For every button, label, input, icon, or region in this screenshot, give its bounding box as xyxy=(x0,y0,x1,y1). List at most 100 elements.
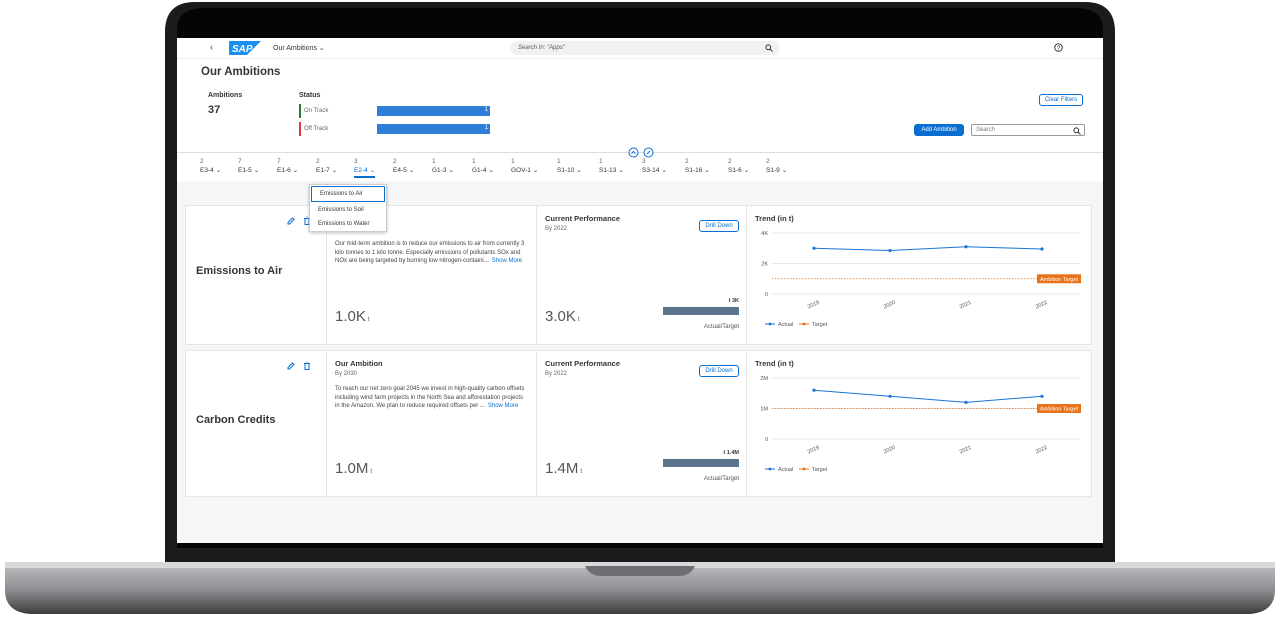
tab[interactable]: 1 S1-13 ⌄ xyxy=(599,158,624,174)
tab-label-row: GOV-1 ⌄ xyxy=(511,166,538,174)
clear-filters-button[interactable]: Clear Filters xyxy=(1039,94,1083,106)
actual-point xyxy=(812,246,816,250)
target-label-bg xyxy=(1037,404,1081,413)
ambition-text: To reach our net zero goal 2045 we inves… xyxy=(335,385,527,411)
legend-dot xyxy=(768,467,772,471)
tab-chevron: ⌄ xyxy=(661,167,667,174)
tab[interactable]: 1 GOV-1 ⌄ xyxy=(511,158,538,174)
screen: ‹ SAP Our Ambitions ⌄ Search In: "Apps" … xyxy=(177,38,1103,543)
tab-chevron: ⌄ xyxy=(369,167,376,174)
tab[interactable]: 1 S1-10 ⌄ xyxy=(557,158,582,174)
tab[interactable]: 2 E4-5 ⌄ xyxy=(393,158,414,174)
tab-label-row: S1-6 ⌄ xyxy=(728,166,749,174)
app-title: Our Ambitions xyxy=(273,45,317,52)
performance-value: 1.4M xyxy=(545,460,579,477)
edit-icon[interactable] xyxy=(287,362,295,370)
tab[interactable]: 3 E2-4 ⌄ xyxy=(354,158,376,178)
ambition-description: To reach our net zero goal 2045 we inves… xyxy=(335,386,525,409)
tab-chevron: ⌄ xyxy=(781,167,788,174)
actual-point xyxy=(812,388,816,392)
performance-column: Current Performance By 2022 Drill Down 1.4M… xyxy=(536,351,747,496)
page-title: Our Ambitions xyxy=(201,66,281,78)
help-icon[interactable]: ? xyxy=(1054,43,1063,52)
tab-label: S1-13 xyxy=(599,167,617,174)
tab-chevron: ⌄ xyxy=(618,167,624,174)
performance-bar xyxy=(663,307,739,315)
base-edge xyxy=(5,562,1275,568)
app-menu[interactable]: Our Ambitions ⌄ xyxy=(273,45,325,52)
tab[interactable]: 1 G1-4 ⌄ xyxy=(472,158,494,174)
filter-search[interactable]: Search xyxy=(971,124,1085,136)
status-indicator xyxy=(299,104,301,118)
tab[interactable]: 1 G1-3 ⌄ xyxy=(432,158,454,174)
delete-icon[interactable] xyxy=(304,361,310,370)
actual-point xyxy=(964,400,968,404)
dropdown-item[interactable]: Emissions to Water xyxy=(318,221,370,227)
performance-bar xyxy=(663,459,739,467)
tab-label-row: E1-6 ⌄ xyxy=(277,166,298,174)
search-field[interactable]: Search In: "Apps" xyxy=(510,41,780,55)
tab[interactable]: 2 S1-16 ⌄ xyxy=(685,158,710,174)
edit-icon[interactable] xyxy=(287,217,295,225)
tab-label: S1-9 xyxy=(766,167,780,174)
tab-label: S1-16 xyxy=(685,167,703,174)
tab-underline xyxy=(354,176,376,178)
legend-label: Target xyxy=(812,467,828,473)
dropdown-menu: Emissions to Air Emissions to Soil Emissio… xyxy=(309,184,387,232)
tab[interactable]: 7 E1-6 ⌄ xyxy=(277,158,298,174)
trend-title: Trend (in t) xyxy=(755,359,794,368)
drill-down-button[interactable]: Drill Down xyxy=(699,220,739,232)
add-ambition-button[interactable]: Add Ambition xyxy=(914,124,964,136)
tab-count: 2 xyxy=(316,158,320,165)
trend-title: Trend (in t) xyxy=(755,214,794,223)
ambition-unit: t xyxy=(367,317,370,323)
performance-bar-label: t 1.4M xyxy=(723,450,739,456)
ambition-value-row: 1.0K t xyxy=(335,308,370,326)
status-indicator xyxy=(299,122,301,136)
ambition-description: Our mid-term ambition is to reduce our e… xyxy=(335,241,525,264)
performance-unit: t xyxy=(580,469,583,475)
show-more-link[interactable]: Show More xyxy=(491,258,523,264)
card: Carbon Credits Our Ambition By 2030 To reac… xyxy=(185,350,1092,497)
actual-line xyxy=(813,389,1043,403)
performance-caption: Actual/Target xyxy=(703,476,739,482)
y-tick-label: 0 xyxy=(765,292,768,298)
tab-count: 3 xyxy=(354,158,358,165)
tab-count: 1 xyxy=(432,158,436,165)
tab-label: E1-7 xyxy=(316,167,330,174)
tab[interactable]: 2 S1-9 ⌄ xyxy=(766,158,787,174)
tab-count: 2 xyxy=(728,158,732,165)
dropdown-item[interactable]: Emissions to Air xyxy=(311,186,385,202)
tab-label-row: E3-4 ⌄ xyxy=(200,166,221,174)
x-tick-label: 2020 xyxy=(883,300,897,311)
collapse-controls[interactable] xyxy=(628,147,656,158)
svg-text:?: ? xyxy=(1057,46,1061,52)
tab-chevron: ⌄ xyxy=(743,167,750,174)
tab-label: S1-6 xyxy=(728,167,742,174)
tab-count: 2 xyxy=(766,158,770,165)
tab-chevron: ⌄ xyxy=(292,167,299,174)
tab-chevron: ⌄ xyxy=(488,167,494,174)
ambition-text: Our mid-term ambition is to reduce our e… xyxy=(335,240,527,266)
drill-down-button[interactable]: Drill Down xyxy=(699,365,739,377)
actual-point xyxy=(1040,247,1044,251)
tab[interactable]: 2 E3-4 ⌄ xyxy=(200,158,221,174)
trend-column: Trend (in t) 0 2K 4K 2019 2020 2021 2022 Ambitio… xyxy=(746,206,1092,344)
show-more-link[interactable]: Show More xyxy=(487,403,519,409)
y-tick-label: 1M xyxy=(760,407,768,413)
kpi-value: 37 xyxy=(208,104,221,116)
tab-label: E3-4 xyxy=(200,167,214,174)
tab[interactable]: 2 S1-6 ⌄ xyxy=(728,158,749,174)
status-value: 1 xyxy=(484,107,488,113)
tab[interactable]: 2 E1-7 ⌄ xyxy=(316,158,337,174)
tab[interactable]: 7 E1-5 ⌄ xyxy=(238,158,259,174)
dropdown-item[interactable]: Emissions to Soil xyxy=(318,207,364,213)
tab[interactable]: 3 S3-14 ⌄ xyxy=(642,158,667,174)
shell-bar: ‹ SAP Our Ambitions ⌄ Search In: "Apps" … xyxy=(177,38,1103,59)
back-button[interactable]: ‹ xyxy=(210,42,213,52)
ambition-title: Our Ambition xyxy=(335,359,383,368)
card-name: Carbon Credits xyxy=(196,413,276,426)
legend-label: Target xyxy=(812,322,828,328)
legend-dot xyxy=(768,322,772,326)
